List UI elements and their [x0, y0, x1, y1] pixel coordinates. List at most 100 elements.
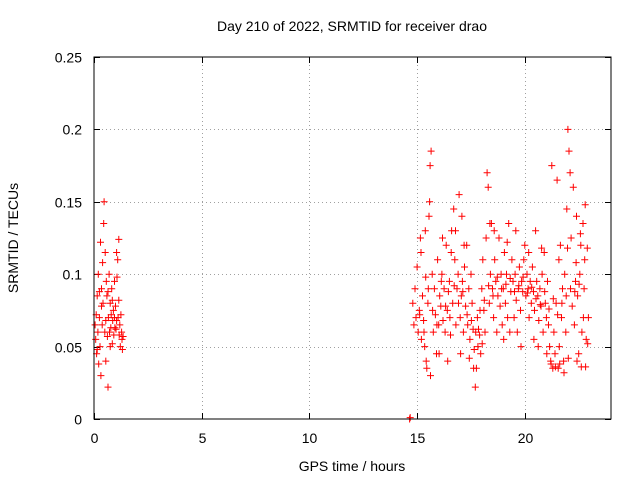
data-point: [572, 277, 579, 285]
data-point: [458, 277, 466, 285]
data-point: [524, 285, 532, 293]
data-point: [563, 205, 571, 213]
data-point: [460, 241, 468, 249]
data-point: [573, 357, 581, 365]
data-point: [459, 288, 467, 296]
data-point: [525, 249, 533, 256]
data-point: [583, 244, 591, 252]
x-tick-labels: 0 5 10 15 20: [91, 430, 534, 446]
data-point: [582, 363, 590, 371]
data-point: [511, 288, 518, 296]
x-tick-label: 5: [199, 430, 207, 446]
data-point: [496, 302, 504, 310]
data-point: [558, 314, 565, 322]
data-point: [465, 354, 473, 362]
y-tick-label: 0: [74, 412, 82, 428]
data-point: [113, 317, 121, 324]
data-point: [538, 270, 546, 278]
data-point: [582, 335, 590, 343]
data-point: [410, 321, 418, 329]
data-point: [447, 249, 455, 256]
data-point: [574, 292, 582, 300]
data-point: [431, 311, 439, 319]
data-point: [444, 288, 452, 296]
data-point: [560, 357, 568, 365]
data-point: [528, 263, 536, 271]
data-point: [413, 263, 421, 271]
data-point: [98, 321, 106, 329]
data-point: [486, 270, 494, 278]
data-point: [536, 301, 544, 309]
data-point: [422, 357, 430, 365]
data-point: [109, 306, 117, 314]
data-point: [113, 249, 121, 256]
data-point: [427, 147, 435, 155]
data-point: [102, 357, 110, 365]
data-point: [118, 335, 126, 343]
data-point: [483, 169, 491, 177]
data-point: [510, 314, 518, 322]
data-point: [489, 285, 496, 293]
data-point: [556, 360, 564, 368]
data-point: [534, 343, 542, 351]
data-point: [572, 259, 580, 267]
data-point: [561, 270, 569, 278]
data-point: [519, 273, 527, 281]
data-point: [546, 343, 554, 351]
data-point: [467, 270, 475, 278]
data-point: [547, 360, 555, 368]
data-point: [490, 314, 498, 322]
data-point: [463, 311, 471, 319]
y-tick-label: 0.25: [55, 50, 82, 66]
data-point: [486, 220, 494, 227]
data-point: [442, 302, 450, 310]
data-point: [517, 343, 525, 351]
data-points: [91, 125, 592, 423]
data-point: [555, 256, 563, 264]
data-point: [580, 285, 588, 293]
data-point: [534, 292, 542, 300]
data-point: [98, 302, 105, 310]
data-point: [504, 314, 512, 322]
data-point: [578, 328, 586, 336]
data-point: [492, 277, 500, 285]
data-point: [564, 354, 572, 362]
data-point: [556, 241, 564, 249]
data-point: [445, 277, 453, 285]
data-point: [530, 335, 538, 343]
data-point: [419, 292, 426, 300]
data-point: [576, 230, 584, 238]
data-point: [530, 288, 537, 296]
data-point: [426, 198, 434, 206]
data-point: [455, 191, 463, 199]
data-point: [118, 328, 126, 336]
data-point: [429, 306, 437, 314]
data-point: [564, 125, 572, 133]
data-point: [454, 270, 462, 278]
data-point: [106, 343, 114, 351]
data-point: [443, 306, 451, 314]
data-point: [421, 343, 429, 351]
data-point: [555, 343, 563, 351]
data-point: [575, 280, 583, 288]
data-point: [465, 285, 473, 293]
data-point: [562, 292, 570, 300]
data-point: [511, 270, 519, 278]
data-point: [503, 270, 510, 278]
data-point: [423, 364, 431, 372]
data-point: [471, 383, 479, 391]
chart-title: Day 210 of 2022, SRMTID for receiver dra…: [217, 18, 487, 34]
data-point: [461, 263, 468, 271]
data-point: [553, 176, 561, 184]
data-point: [467, 317, 475, 324]
data-point: [106, 328, 113, 336]
data-point: [564, 244, 571, 252]
data-point: [119, 333, 127, 340]
data-point: [495, 234, 503, 242]
data-point: [513, 328, 521, 336]
data-point: [493, 273, 501, 281]
data-point: [112, 302, 119, 310]
data-point: [575, 350, 583, 358]
data-point: [412, 314, 420, 322]
data-point: [451, 256, 459, 264]
